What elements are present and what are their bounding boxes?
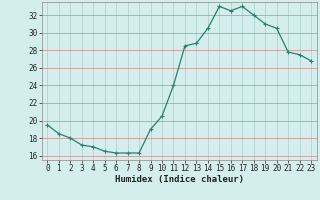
- X-axis label: Humidex (Indice chaleur): Humidex (Indice chaleur): [115, 175, 244, 184]
